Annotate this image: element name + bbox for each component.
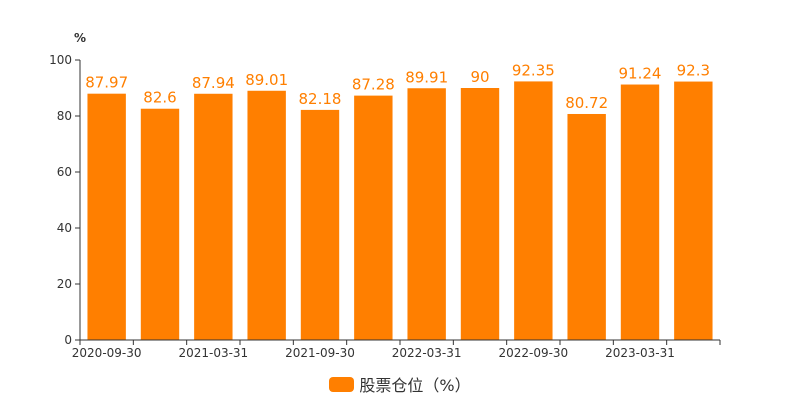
bar[interactable] [247, 90, 286, 340]
bar-value-label: 92.3 [677, 62, 710, 80]
y-axis-ticks: 0 20 40 60 80 100 [49, 53, 80, 347]
y-tick-label: 80 [57, 109, 72, 123]
x-tick-label: 2023-03-31 [605, 346, 675, 360]
bar[interactable] [354, 95, 393, 340]
y-tick-label: 100 [49, 53, 72, 67]
x-tick-label: 2022-09-30 [498, 346, 568, 360]
bar-labels-group: 87.97 82.6 87.94 89.01 82.18 87.28 89.91 90 92.3… [85, 61, 710, 112]
bar[interactable] [514, 81, 553, 341]
bar-value-label: 89.01 [245, 71, 288, 89]
y-tick-label: 20 [57, 277, 72, 291]
bar-value-label: 87.28 [352, 76, 395, 94]
y-tick-label: 0 [64, 333, 72, 347]
bar-value-label: 80.72 [565, 94, 608, 112]
bar[interactable] [460, 88, 500, 340]
bar-value-label: 87.94 [192, 74, 235, 92]
x-tick-label: 2020-09-30 [72, 346, 142, 360]
bar[interactable] [674, 81, 713, 340]
y-tick-label: 60 [57, 165, 72, 179]
bar[interactable] [140, 108, 180, 340]
bar[interactable] [300, 109, 340, 340]
x-tick-label: 2021-09-30 [285, 346, 355, 360]
bar[interactable] [87, 93, 126, 341]
bar[interactable] [194, 93, 233, 340]
y-axis-unit-label: % [74, 31, 86, 45]
bar[interactable] [567, 113, 606, 340]
bar-value-label: 90 [470, 68, 489, 86]
x-tick-label: 2021-03-31 [178, 346, 248, 360]
bar-value-label: 82.6 [143, 89, 176, 107]
bars-group [87, 81, 713, 341]
legend-label: 股票仓位（%） [359, 376, 471, 395]
legend-swatch [329, 376, 355, 392]
bar-value-label: 82.18 [299, 90, 342, 108]
x-tick-label: 2022-03-31 [392, 346, 462, 360]
y-tick-label: 40 [57, 221, 72, 235]
bar[interactable] [620, 84, 660, 340]
x-axis-ticks: 2020-09-30 2021-03-31 2021-09-30 2022-03-31… [72, 340, 721, 360]
bar-value-label: 91.24 [619, 65, 662, 83]
bar-value-label: 92.35 [512, 61, 555, 79]
bar-value-label: 87.97 [85, 74, 128, 92]
legend[interactable]: 股票仓位（%） [0, 372, 800, 396]
bar-value-label: 89.91 [405, 68, 448, 86]
bar[interactable] [407, 88, 446, 340]
